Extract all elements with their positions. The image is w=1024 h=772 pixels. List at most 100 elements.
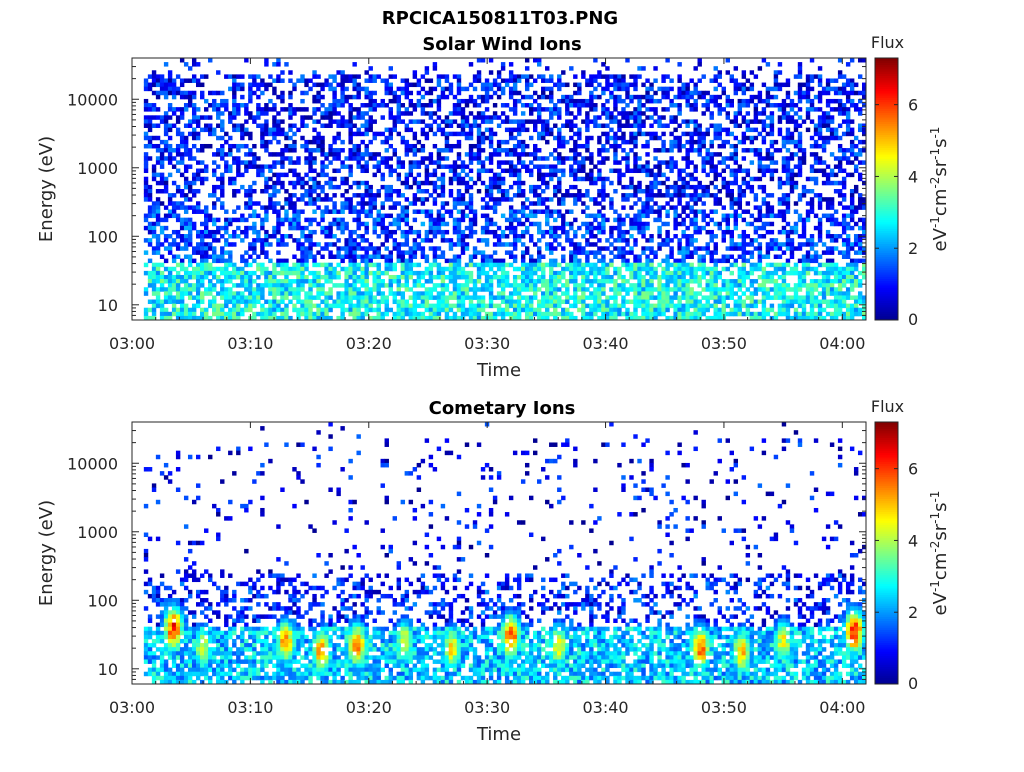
heatmap-cell xyxy=(476,307,482,313)
heatmap-cell xyxy=(645,98,650,104)
heatmap-cell xyxy=(500,213,506,219)
heatmap-cell xyxy=(693,119,698,124)
heatmap-cell xyxy=(637,115,642,120)
heatmap-cell xyxy=(533,127,538,133)
heatmap-cell xyxy=(524,58,530,63)
heatmap-cell xyxy=(697,123,702,128)
heatmap-cell xyxy=(577,135,582,141)
heatmap-cell xyxy=(159,78,165,83)
heatmap-cell xyxy=(175,279,181,284)
heatmap-cell xyxy=(665,254,670,259)
heatmap-cell xyxy=(344,242,349,247)
heatmap-cell xyxy=(236,127,241,133)
heatmap-cell xyxy=(252,246,257,251)
heatmap-cell xyxy=(713,66,718,71)
heatmap-cell xyxy=(159,287,165,292)
heatmap-cell xyxy=(424,299,430,305)
heatmap-cell xyxy=(155,148,161,153)
heatmap-cell xyxy=(516,168,522,174)
heatmap-cell xyxy=(220,98,225,104)
heatmap-cell xyxy=(292,131,297,137)
heatmap-cell xyxy=(508,160,514,165)
heatmap-cell xyxy=(380,279,385,284)
heatmap-cell xyxy=(553,225,558,231)
heatmap-cell xyxy=(268,287,273,292)
heatmap-cell xyxy=(224,262,229,268)
heatmap-cell xyxy=(264,148,269,153)
heatmap-cell xyxy=(384,160,389,165)
heatmap-cell xyxy=(629,221,634,227)
heatmap-cell xyxy=(264,254,269,259)
heatmap-cell xyxy=(637,274,642,280)
heatmap-cell xyxy=(424,66,430,71)
heatmap-cell xyxy=(645,86,650,92)
heatmap-cell xyxy=(404,307,410,313)
heatmap-cell xyxy=(569,135,574,141)
heatmap-cell xyxy=(585,189,590,194)
heatmap-cell xyxy=(344,221,349,227)
heatmap-cell xyxy=(228,143,233,149)
heatmap-cell xyxy=(709,279,714,284)
heatmap-cell xyxy=(504,242,510,247)
heatmap-cell xyxy=(252,160,257,165)
heatmap-cell xyxy=(260,131,265,137)
heatmap-cell xyxy=(332,98,337,104)
heatmap-cell xyxy=(368,299,373,305)
heatmap-cell xyxy=(167,103,173,108)
heatmap-cell xyxy=(637,303,642,309)
heatmap-cell xyxy=(264,180,269,186)
heatmap-cell xyxy=(324,295,329,300)
heatmap-cell xyxy=(685,254,690,259)
heatmap-cell xyxy=(577,189,582,194)
heatmap-cell xyxy=(549,246,554,251)
heatmap-cell xyxy=(340,86,345,92)
heatmap-cell xyxy=(424,168,430,174)
heatmap-cell xyxy=(388,274,393,280)
heatmap-cell xyxy=(637,295,642,300)
heatmap-cell xyxy=(476,156,482,161)
heatmap-cell xyxy=(167,266,173,272)
heatmap-cell xyxy=(641,205,646,210)
heatmap-cell xyxy=(368,123,373,128)
heatmap-cell xyxy=(633,119,638,124)
heatmap-cell xyxy=(625,315,630,321)
heatmap-cell xyxy=(609,168,614,174)
heatmap-cell xyxy=(416,274,422,280)
heatmap-cell xyxy=(163,205,169,210)
heatmap-cell xyxy=(191,119,197,124)
heatmap-cell xyxy=(488,283,494,288)
heatmap-cell xyxy=(416,189,422,194)
heatmap-cell xyxy=(352,258,357,264)
heatmap-cell xyxy=(224,152,229,157)
heatmap-cell xyxy=(468,197,474,202)
heatmap-cell xyxy=(685,213,690,219)
heatmap-cell xyxy=(344,156,349,161)
heatmap-cell xyxy=(428,111,434,116)
heatmap-cell xyxy=(167,193,173,198)
heatmap-cell xyxy=(408,164,414,169)
heatmap-cell xyxy=(613,209,618,214)
heatmap-cell xyxy=(388,262,393,268)
heatmap-cell xyxy=(400,262,406,268)
heatmap-cell xyxy=(328,82,333,88)
heatmap-cell xyxy=(448,274,454,280)
heatmap-cell xyxy=(380,225,385,231)
heatmap-cell xyxy=(320,225,325,231)
heatmap-cell xyxy=(601,246,606,251)
heatmap-cell xyxy=(191,311,197,317)
heatmap-cell xyxy=(344,307,349,313)
heatmap-cell xyxy=(605,74,610,79)
heatmap-cell xyxy=(368,205,373,210)
heatmap-cell xyxy=(332,205,337,210)
heatmap-cell xyxy=(557,262,562,268)
heatmap-cell xyxy=(320,82,325,88)
heatmap-cell xyxy=(388,184,393,190)
heatmap-cell xyxy=(380,139,385,145)
heatmap-cell xyxy=(577,250,582,255)
heatmap-cell xyxy=(673,217,678,223)
heatmap-cell xyxy=(537,103,542,108)
heatmap-cell xyxy=(436,262,442,268)
heatmap-cell xyxy=(585,279,590,284)
heatmap-cell xyxy=(396,283,402,288)
heatmap-cell xyxy=(468,156,474,161)
